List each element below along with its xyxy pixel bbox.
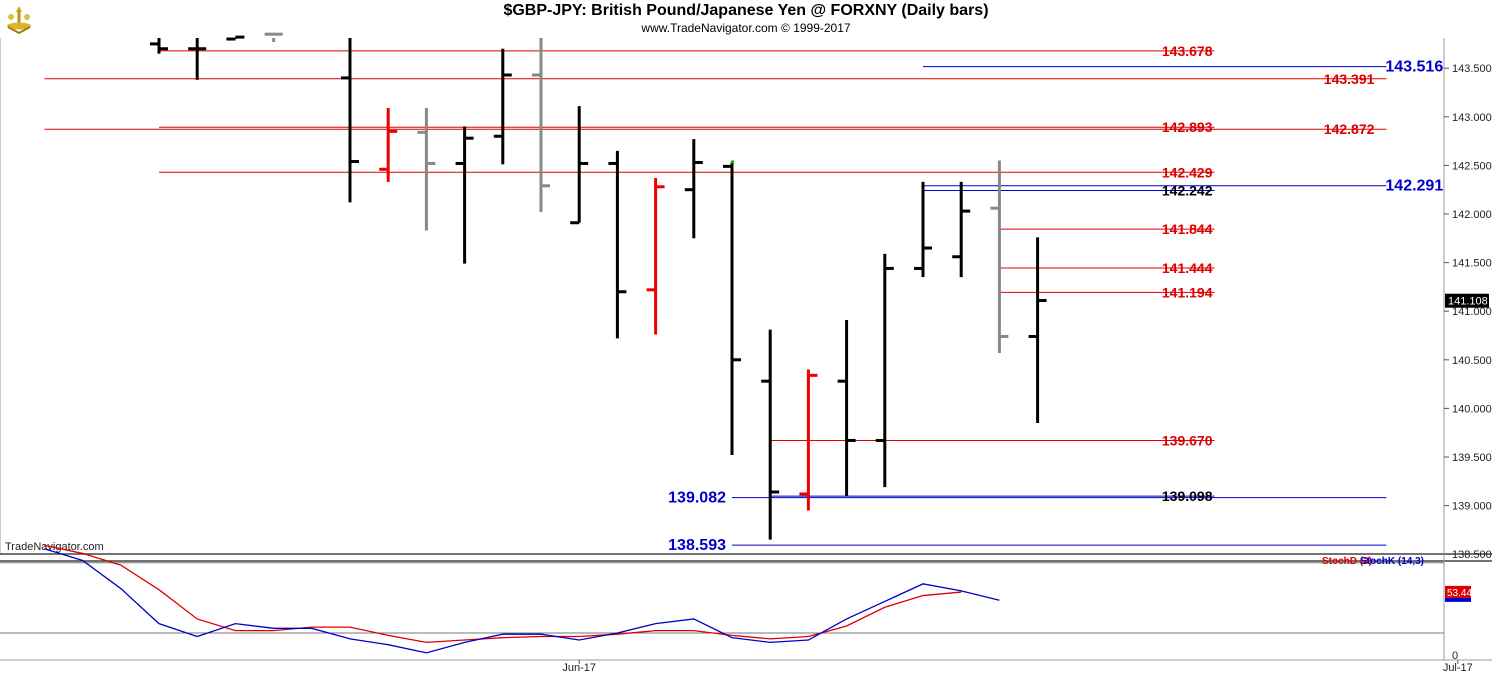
- stoch-value-label: 53.44: [1447, 588, 1472, 599]
- black-level-label: 139.098: [1162, 488, 1213, 504]
- stoch-value-tag: [1445, 585, 1471, 598]
- red-level-label: 142.872: [1324, 121, 1375, 137]
- red-level-label: 141.194: [1162, 284, 1213, 300]
- price-tick-label: 143.000: [1452, 112, 1492, 124]
- red-level-label: 143.678: [1162, 43, 1213, 59]
- red-level-label: 139.670: [1162, 432, 1213, 448]
- time-tick-label: Jun-17: [562, 662, 596, 674]
- signal-marker: [731, 160, 734, 164]
- price-tick-label: 140.500: [1452, 355, 1492, 367]
- red-level-label: 141.444: [1162, 260, 1213, 276]
- last-price-label: 141.108: [1448, 296, 1488, 308]
- time-tick-label: Jul-17: [1443, 662, 1473, 674]
- red-level-label: 141.844: [1162, 221, 1213, 237]
- trade-navigator-logo-icon: [2, 2, 36, 36]
- price-tick-label: 143.500: [1452, 63, 1492, 75]
- price-tick-label: 142.500: [1452, 160, 1492, 172]
- chart-title: $GBP-JPY: British Pound/Japanese Yen @ F…: [503, 2, 989, 19]
- blue-level-label: 142.291: [1385, 178, 1443, 195]
- stoch-value-tag-k: [1445, 597, 1471, 602]
- price-tick-label: 139.000: [1452, 501, 1492, 513]
- last-price-tag: [1445, 293, 1489, 308]
- price-tick-label: 142.000: [1452, 209, 1492, 221]
- red-level-label: 143.391: [1324, 71, 1375, 87]
- stoch-legend-k: StochK (14,3): [1360, 556, 1424, 567]
- price-tick-label: 140.000: [1452, 403, 1492, 415]
- price-tick-label: 138.500: [1452, 549, 1492, 561]
- red-level-label: 142.893: [1162, 119, 1213, 135]
- stoch-legend-d: StochD (3): [1322, 556, 1372, 567]
- black-level-label: 142.242: [1162, 182, 1213, 198]
- stochD-line: [44, 544, 962, 644]
- blue-level-label: 143.516: [1385, 59, 1443, 76]
- stoch-tick-label: 0: [1452, 650, 1458, 662]
- stochK-line: [44, 548, 1000, 654]
- price-tick-label: 141.000: [1452, 306, 1492, 318]
- chart-header: $GBP-JPY: British Pound/Japanese Yen @ F…: [0, 0, 1492, 38]
- price-tick-label: 141.500: [1452, 258, 1492, 270]
- price-tick-label: 139.500: [1452, 452, 1492, 464]
- blue-level-label: 139.082: [668, 490, 726, 507]
- red-level-label: 142.429: [1162, 164, 1213, 180]
- chart-subtitle: www.TradeNavigator.com © 1999-2017: [641, 21, 851, 35]
- blue-level-label: 138.593: [668, 537, 726, 554]
